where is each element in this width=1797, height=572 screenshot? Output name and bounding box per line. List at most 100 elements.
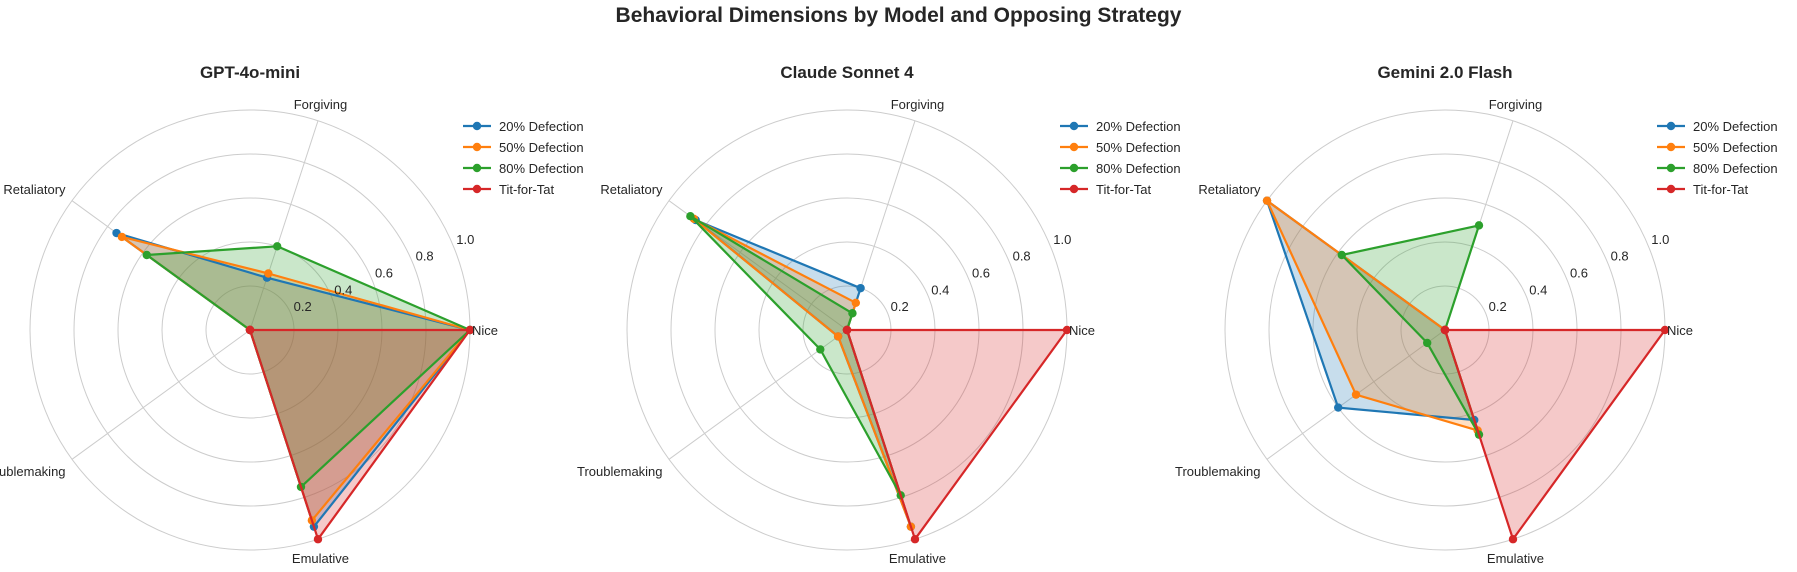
data-point <box>833 332 843 341</box>
series-fill <box>116 233 470 527</box>
data-point <box>1440 325 1450 335</box>
radial-tick-label: 0.6 <box>972 265 990 280</box>
radial-tick-label: 0.8 <box>1611 249 1629 264</box>
axis-label: Emulative <box>1487 551 1544 566</box>
data-point <box>264 269 273 278</box>
radial-tick-label: 0.2 <box>294 299 312 314</box>
legend-marker <box>1666 142 1676 152</box>
data-point <box>117 232 127 242</box>
legend-marker <box>1069 163 1079 173</box>
series-line <box>1443 328 1667 541</box>
grid-spoke <box>249 120 319 331</box>
axis-label: Forgiving <box>294 97 347 112</box>
data-point <box>313 535 323 544</box>
panel-title: Gemini 2.0 Flash <box>1377 63 1512 82</box>
radial-tick-label: 0.6 <box>375 265 393 280</box>
series-line <box>248 328 472 541</box>
axis-label: Retaliatory <box>3 182 66 197</box>
legend-label: 20% Defection <box>499 119 584 134</box>
axis-label: Nice <box>1069 323 1095 338</box>
radar-panel-2: 0.2 0.4 0.6 0.8 1.0 Nice Forgiving Retaliatory T… <box>577 63 1181 566</box>
data-point <box>1262 196 1272 205</box>
legend-marker <box>1666 184 1676 194</box>
legend-marker <box>472 184 482 194</box>
legend-marker <box>472 142 482 152</box>
figure-title: Behavioral Dimensions by Model and Oppos… <box>615 4 1182 27</box>
legend-label: 50% Defection <box>499 140 584 155</box>
axis-label: Emulative <box>292 551 349 566</box>
legend-marker <box>472 121 482 131</box>
axis-label: Retaliatory <box>1198 182 1261 197</box>
legend-marker <box>472 163 482 173</box>
legend-label: Tit-for-Tat <box>499 182 555 197</box>
data-point <box>272 242 282 251</box>
radial-tick-label: 1.0 <box>1053 232 1071 247</box>
axis-label: Emulative <box>889 551 946 566</box>
data-point <box>1423 338 1432 348</box>
data-point <box>848 309 857 318</box>
axis-label: Nice <box>472 323 498 338</box>
data-point <box>1660 325 1670 335</box>
radar-panel-1: 0.2 0.4 0.6 0.8 1.0 Nice Forgiving Retaliatory T… <box>0 63 584 566</box>
data-point <box>851 298 861 307</box>
axis-label: Troublemaking <box>0 464 66 479</box>
legend-marker <box>1069 121 1079 131</box>
radar-panel-3: 0.2 0.4 0.6 0.8 1.0 Nice Forgiving Retaliatory T… <box>1175 63 1778 566</box>
radial-tick-label: 0.8 <box>416 249 434 264</box>
data-point <box>816 345 825 354</box>
series-line <box>145 245 472 488</box>
legend-marker <box>1666 163 1676 173</box>
legend-label: 50% Defection <box>1693 140 1778 155</box>
radial-tick-label: 0.8 <box>1013 249 1031 264</box>
legend-label: 80% Defection <box>1096 161 1181 176</box>
data-point <box>910 535 920 544</box>
panel-title: GPT-4o-mini <box>200 63 300 82</box>
data-point <box>1337 250 1346 260</box>
data-point <box>1062 325 1072 335</box>
series-fill <box>1341 225 1479 435</box>
series-fill <box>1445 330 1665 540</box>
radial-tick-label: 0.6 <box>1570 265 1588 280</box>
legend-marker <box>1069 142 1079 152</box>
radial-tick-label: 0.4 <box>1529 282 1547 297</box>
legend-marker <box>1666 121 1676 131</box>
legend-label: 80% Defection <box>499 161 584 176</box>
radial-tick-label: 0.4 <box>931 282 949 297</box>
series-fill <box>693 218 911 527</box>
data-point <box>842 325 852 335</box>
radial-tick-label: 0.2 <box>891 299 909 314</box>
series-fill <box>847 330 1067 540</box>
data-point <box>1474 221 1484 230</box>
legend-label: Tit-for-Tat <box>1096 182 1152 197</box>
panel-title: Claude Sonnet 4 <box>780 63 914 82</box>
legend-label: 20% Defection <box>1693 119 1778 134</box>
legend-label: 50% Defection <box>1096 140 1181 155</box>
grid-spoke <box>71 329 251 460</box>
legend-label: 20% Defection <box>1096 119 1181 134</box>
radial-tick-label: 1.0 <box>1651 232 1669 247</box>
axis-label: Forgiving <box>891 97 944 112</box>
data-point <box>1508 535 1518 544</box>
radial-tick-label: 0.4 <box>334 282 352 297</box>
series-line <box>845 328 1069 541</box>
data-point <box>856 283 865 293</box>
legend-label: 80% Defection <box>1693 161 1778 176</box>
axis-label: Forgiving <box>1489 97 1542 112</box>
data-point <box>142 250 151 260</box>
axis-label: Nice <box>1667 323 1693 338</box>
data-point <box>1334 403 1343 412</box>
axis-label: Retaliatory <box>600 182 663 197</box>
axis-label: Troublemaking <box>1175 464 1261 479</box>
data-point <box>1351 390 1361 399</box>
radial-tick-label: 0.2 <box>1489 299 1507 314</box>
radial-tick-label: 1.0 <box>456 232 474 247</box>
series-fill <box>1267 200 1478 431</box>
legend-label: Tit-for-Tat <box>1693 182 1749 197</box>
series-fill <box>1267 200 1475 420</box>
data-point <box>686 212 695 221</box>
data-point <box>245 325 255 335</box>
axis-label: Troublemaking <box>577 464 663 479</box>
legend-marker <box>1069 184 1079 194</box>
